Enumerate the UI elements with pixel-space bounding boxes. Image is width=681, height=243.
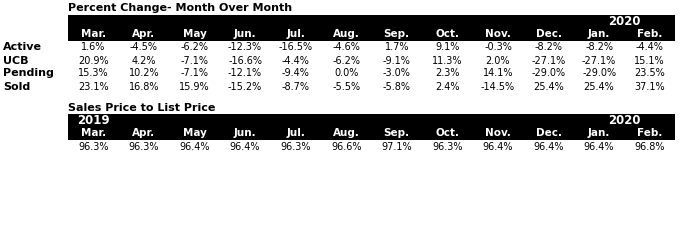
Text: Sep.: Sep. <box>383 129 410 139</box>
Text: -0.3%: -0.3% <box>484 43 512 52</box>
Text: -27.1%: -27.1% <box>531 55 566 66</box>
Text: -9.4%: -9.4% <box>282 69 310 78</box>
Text: 2.3%: 2.3% <box>435 69 460 78</box>
Bar <box>68 127 675 140</box>
Text: May: May <box>183 129 206 139</box>
Text: 9.1%: 9.1% <box>435 43 460 52</box>
Text: 2020: 2020 <box>608 114 641 127</box>
Text: -4.4%: -4.4% <box>636 43 664 52</box>
Text: 2019: 2019 <box>77 114 110 127</box>
Text: -16.6%: -16.6% <box>228 55 262 66</box>
Text: 0.0%: 0.0% <box>334 69 358 78</box>
Text: 15.1%: 15.1% <box>635 55 665 66</box>
Text: Nov.: Nov. <box>485 129 511 139</box>
Text: UCB: UCB <box>3 55 29 66</box>
Text: -14.5%: -14.5% <box>481 81 515 92</box>
Text: 23.5%: 23.5% <box>634 69 665 78</box>
Text: -16.5%: -16.5% <box>279 43 313 52</box>
Text: 4.2%: 4.2% <box>131 55 156 66</box>
Text: Sales Price to List Price: Sales Price to List Price <box>68 103 215 113</box>
Text: 10.2%: 10.2% <box>129 69 159 78</box>
Text: 96.4%: 96.4% <box>533 141 564 151</box>
Text: -8.2%: -8.2% <box>585 43 613 52</box>
Text: 1.7%: 1.7% <box>385 43 409 52</box>
Text: -7.1%: -7.1% <box>180 69 208 78</box>
Text: Aug.: Aug. <box>333 29 360 40</box>
Text: 11.3%: 11.3% <box>432 55 462 66</box>
Text: Feb.: Feb. <box>637 29 663 40</box>
Text: 96.3%: 96.3% <box>78 141 108 151</box>
Text: May: May <box>183 29 206 40</box>
Text: -8.2%: -8.2% <box>535 43 563 52</box>
Text: Feb.: Feb. <box>637 129 663 139</box>
Text: Jul.: Jul. <box>286 29 305 40</box>
Text: 15.3%: 15.3% <box>78 69 108 78</box>
Text: 25.4%: 25.4% <box>533 81 564 92</box>
Text: 14.1%: 14.1% <box>483 69 513 78</box>
Text: 96.3%: 96.3% <box>281 141 311 151</box>
Text: 96.3%: 96.3% <box>129 141 159 151</box>
Text: Oct.: Oct. <box>435 129 460 139</box>
Text: 96.8%: 96.8% <box>635 141 665 151</box>
Text: -4.4%: -4.4% <box>282 55 310 66</box>
Text: 96.3%: 96.3% <box>432 141 462 151</box>
Text: -5.5%: -5.5% <box>332 81 360 92</box>
Text: 1.6%: 1.6% <box>81 43 106 52</box>
Text: -5.8%: -5.8% <box>383 81 411 92</box>
Text: -3.0%: -3.0% <box>383 69 411 78</box>
Text: Jan.: Jan. <box>588 29 610 40</box>
Text: Dec.: Dec. <box>535 129 562 139</box>
Text: 96.4%: 96.4% <box>483 141 513 151</box>
Text: -15.2%: -15.2% <box>228 81 262 92</box>
Bar <box>68 28 675 41</box>
Text: -6.2%: -6.2% <box>332 55 360 66</box>
Text: -12.1%: -12.1% <box>228 69 262 78</box>
Text: Jun.: Jun. <box>234 29 256 40</box>
Text: -4.5%: -4.5% <box>130 43 158 52</box>
Text: -29.0%: -29.0% <box>582 69 616 78</box>
Text: 96.4%: 96.4% <box>229 141 260 151</box>
Text: Mar.: Mar. <box>81 29 106 40</box>
Text: -7.1%: -7.1% <box>180 55 208 66</box>
Text: Active: Active <box>3 43 42 52</box>
Text: 2.0%: 2.0% <box>486 55 510 66</box>
Text: Nov.: Nov. <box>485 29 511 40</box>
Text: -29.0%: -29.0% <box>531 69 566 78</box>
Text: Jan.: Jan. <box>588 129 610 139</box>
Text: -8.7%: -8.7% <box>282 81 310 92</box>
Text: 96.6%: 96.6% <box>331 141 362 151</box>
Text: 96.4%: 96.4% <box>179 141 210 151</box>
Text: 2020: 2020 <box>608 15 641 28</box>
Text: Mar.: Mar. <box>81 129 106 139</box>
Text: Percent Change- Month Over Month: Percent Change- Month Over Month <box>68 3 292 13</box>
Text: Oct.: Oct. <box>435 29 460 40</box>
Text: Aug.: Aug. <box>333 129 360 139</box>
Text: 96.4%: 96.4% <box>584 141 614 151</box>
Text: -4.6%: -4.6% <box>332 43 360 52</box>
Text: -6.2%: -6.2% <box>180 43 208 52</box>
Text: Sep.: Sep. <box>383 29 410 40</box>
Text: Pending: Pending <box>3 69 54 78</box>
Bar <box>68 15 675 28</box>
Text: Apr.: Apr. <box>132 129 155 139</box>
Text: Jul.: Jul. <box>286 129 305 139</box>
Text: -9.1%: -9.1% <box>383 55 411 66</box>
Text: 23.1%: 23.1% <box>78 81 108 92</box>
Text: -12.3%: -12.3% <box>228 43 262 52</box>
Text: 15.9%: 15.9% <box>179 81 210 92</box>
Text: -27.1%: -27.1% <box>582 55 616 66</box>
Text: Apr.: Apr. <box>132 29 155 40</box>
Text: Jun.: Jun. <box>234 129 256 139</box>
Text: Sold: Sold <box>3 81 30 92</box>
Text: 20.9%: 20.9% <box>78 55 108 66</box>
Bar <box>68 114 675 127</box>
Text: 37.1%: 37.1% <box>635 81 665 92</box>
Text: 97.1%: 97.1% <box>381 141 412 151</box>
Text: 2.4%: 2.4% <box>435 81 460 92</box>
Text: 16.8%: 16.8% <box>129 81 159 92</box>
Text: Dec.: Dec. <box>535 29 562 40</box>
Text: 25.4%: 25.4% <box>584 81 614 92</box>
